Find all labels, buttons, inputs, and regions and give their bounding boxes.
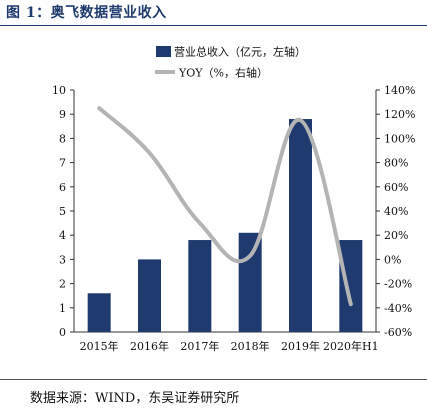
x-tick-label: 2020年H1	[323, 339, 379, 353]
right-tick-label: 60%	[384, 181, 408, 194]
left-tick-label: 0	[59, 326, 66, 339]
left-tick-label: 5	[59, 205, 66, 218]
bar-2017年	[188, 240, 212, 332]
revenue-chart: 营业总收入（亿元，左轴） YOY（%，右轴） 0 1 2 3 4 5 6 7 8 9 10 -60% -…	[52, 45, 415, 354]
right-tick-label: 80%	[384, 157, 408, 170]
legend-label-revenue: 营业总收入（亿元，左轴）	[174, 45, 306, 59]
left-tick-label: 9	[59, 108, 66, 121]
bar-2019年	[289, 119, 312, 332]
x-tick-label: 2019年	[281, 339, 320, 353]
x-tick-label: 2017年	[180, 339, 219, 353]
figure-title: 图 1：奥飞数据营业收入	[6, 5, 167, 21]
right-tick-label: -20%	[384, 278, 412, 291]
bar-2015年	[87, 293, 111, 332]
right-tick-label: 100%	[384, 132, 415, 145]
right-tick-label: 120%	[384, 108, 415, 121]
bar-2018年	[238, 232, 262, 332]
title-divider	[0, 25, 427, 26]
left-tick-label: 6	[59, 181, 66, 194]
yoy-series	[97, 106, 353, 307]
x-tick-label: 2016年	[130, 339, 169, 353]
yoy-line	[97, 106, 353, 307]
legend: 营业总收入（亿元，左轴） YOY（%，右轴）	[155, 45, 306, 80]
legend-label-yoy: YOY（%，右轴）	[178, 66, 268, 80]
right-tick-label: 140%	[384, 84, 415, 97]
bar-2020年H1	[339, 240, 363, 332]
left-tick-label: 4	[59, 229, 66, 242]
left-tick-label: 10	[52, 84, 66, 97]
axes: 0 1 2 3 4 5 6 7 8 9 10 -60% -40% -20% 0% 20% 40% 60% 80% 10…	[52, 84, 415, 339]
bar-series	[87, 119, 363, 332]
left-tick-label: 8	[59, 132, 66, 145]
source-divider	[0, 379, 427, 380]
left-tick-label: 7	[59, 157, 66, 170]
x-tick-labels: 2015年 2016年 2017年 2018年 2019年 2020年H1	[80, 339, 379, 353]
right-tick-label: -60%	[384, 326, 412, 339]
right-tick-label: 0%	[384, 253, 401, 266]
bar-2016年	[138, 259, 161, 332]
right-tick-label: -40%	[384, 302, 412, 315]
source-note: 数据来源：WIND，东吴证券研究所	[30, 391, 240, 406]
x-tick-label: 2015年	[80, 339, 119, 353]
x-tick-label: 2018年	[231, 339, 270, 353]
right-tick-label: 40%	[384, 205, 408, 218]
legend-swatch-bar	[156, 46, 171, 57]
right-tick-label: 20%	[384, 229, 408, 242]
left-tick-label: 1	[59, 302, 66, 315]
left-tick-label: 2	[59, 278, 66, 291]
left-tick-label: 3	[59, 253, 66, 266]
